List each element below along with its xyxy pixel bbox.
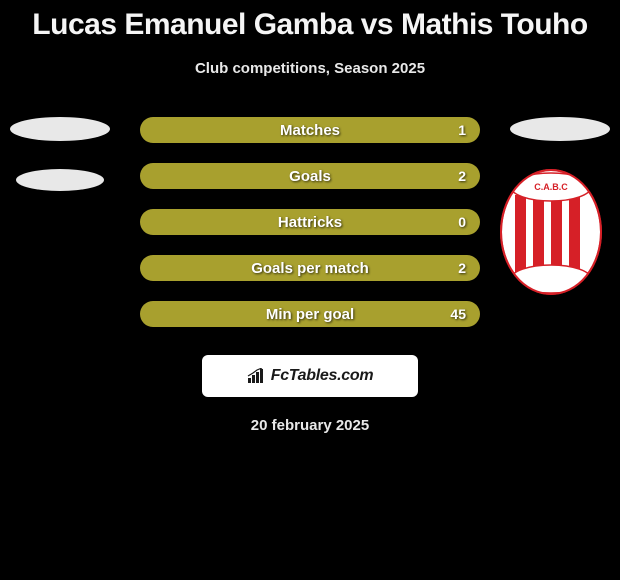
stat-bar-hattricks: Hattricks 0: [140, 209, 480, 235]
date-text: 20 february 2025: [0, 417, 620, 434]
club-crest-icon: C.A.B.C: [500, 169, 602, 295]
stat-value: 1: [458, 122, 466, 138]
page-subtitle: Club competitions, Season 2025: [0, 60, 620, 77]
page-title: Lucas Emanuel Gamba vs Mathis Touho: [0, 0, 620, 42]
stats-area: C.A.B.C Matches 1 Goals 2 Hattricks 0 Go…: [0, 117, 620, 434]
stat-value: 2: [458, 260, 466, 276]
stat-label: Matches: [280, 122, 340, 139]
stat-label: Goals: [289, 168, 331, 185]
stat-value: 45: [450, 306, 466, 322]
brand-box[interactable]: FcTables.com: [202, 355, 418, 397]
right-player-badges: [510, 117, 610, 141]
left-player-badges: [10, 117, 110, 191]
player-badge-placeholder: [16, 169, 104, 191]
stat-label: Goals per match: [251, 260, 369, 277]
stat-value: 0: [458, 214, 466, 230]
chart-icon: [247, 368, 267, 384]
svg-text:C.A.B.C: C.A.B.C: [534, 182, 568, 192]
player-badge-placeholder: [10, 117, 110, 141]
stat-bar-goals: Goals 2: [140, 163, 480, 189]
stat-bar-goals-per-match: Goals per match 2: [140, 255, 480, 281]
stat-label: Min per goal: [266, 306, 354, 323]
stat-label: Hattricks: [278, 214, 342, 231]
stat-bar-min-per-goal: Min per goal 45: [140, 301, 480, 327]
brand-text: FcTables.com: [271, 367, 374, 385]
player-badge-placeholder: [510, 117, 610, 141]
stat-bar-matches: Matches 1: [140, 117, 480, 143]
stat-value: 2: [458, 168, 466, 184]
